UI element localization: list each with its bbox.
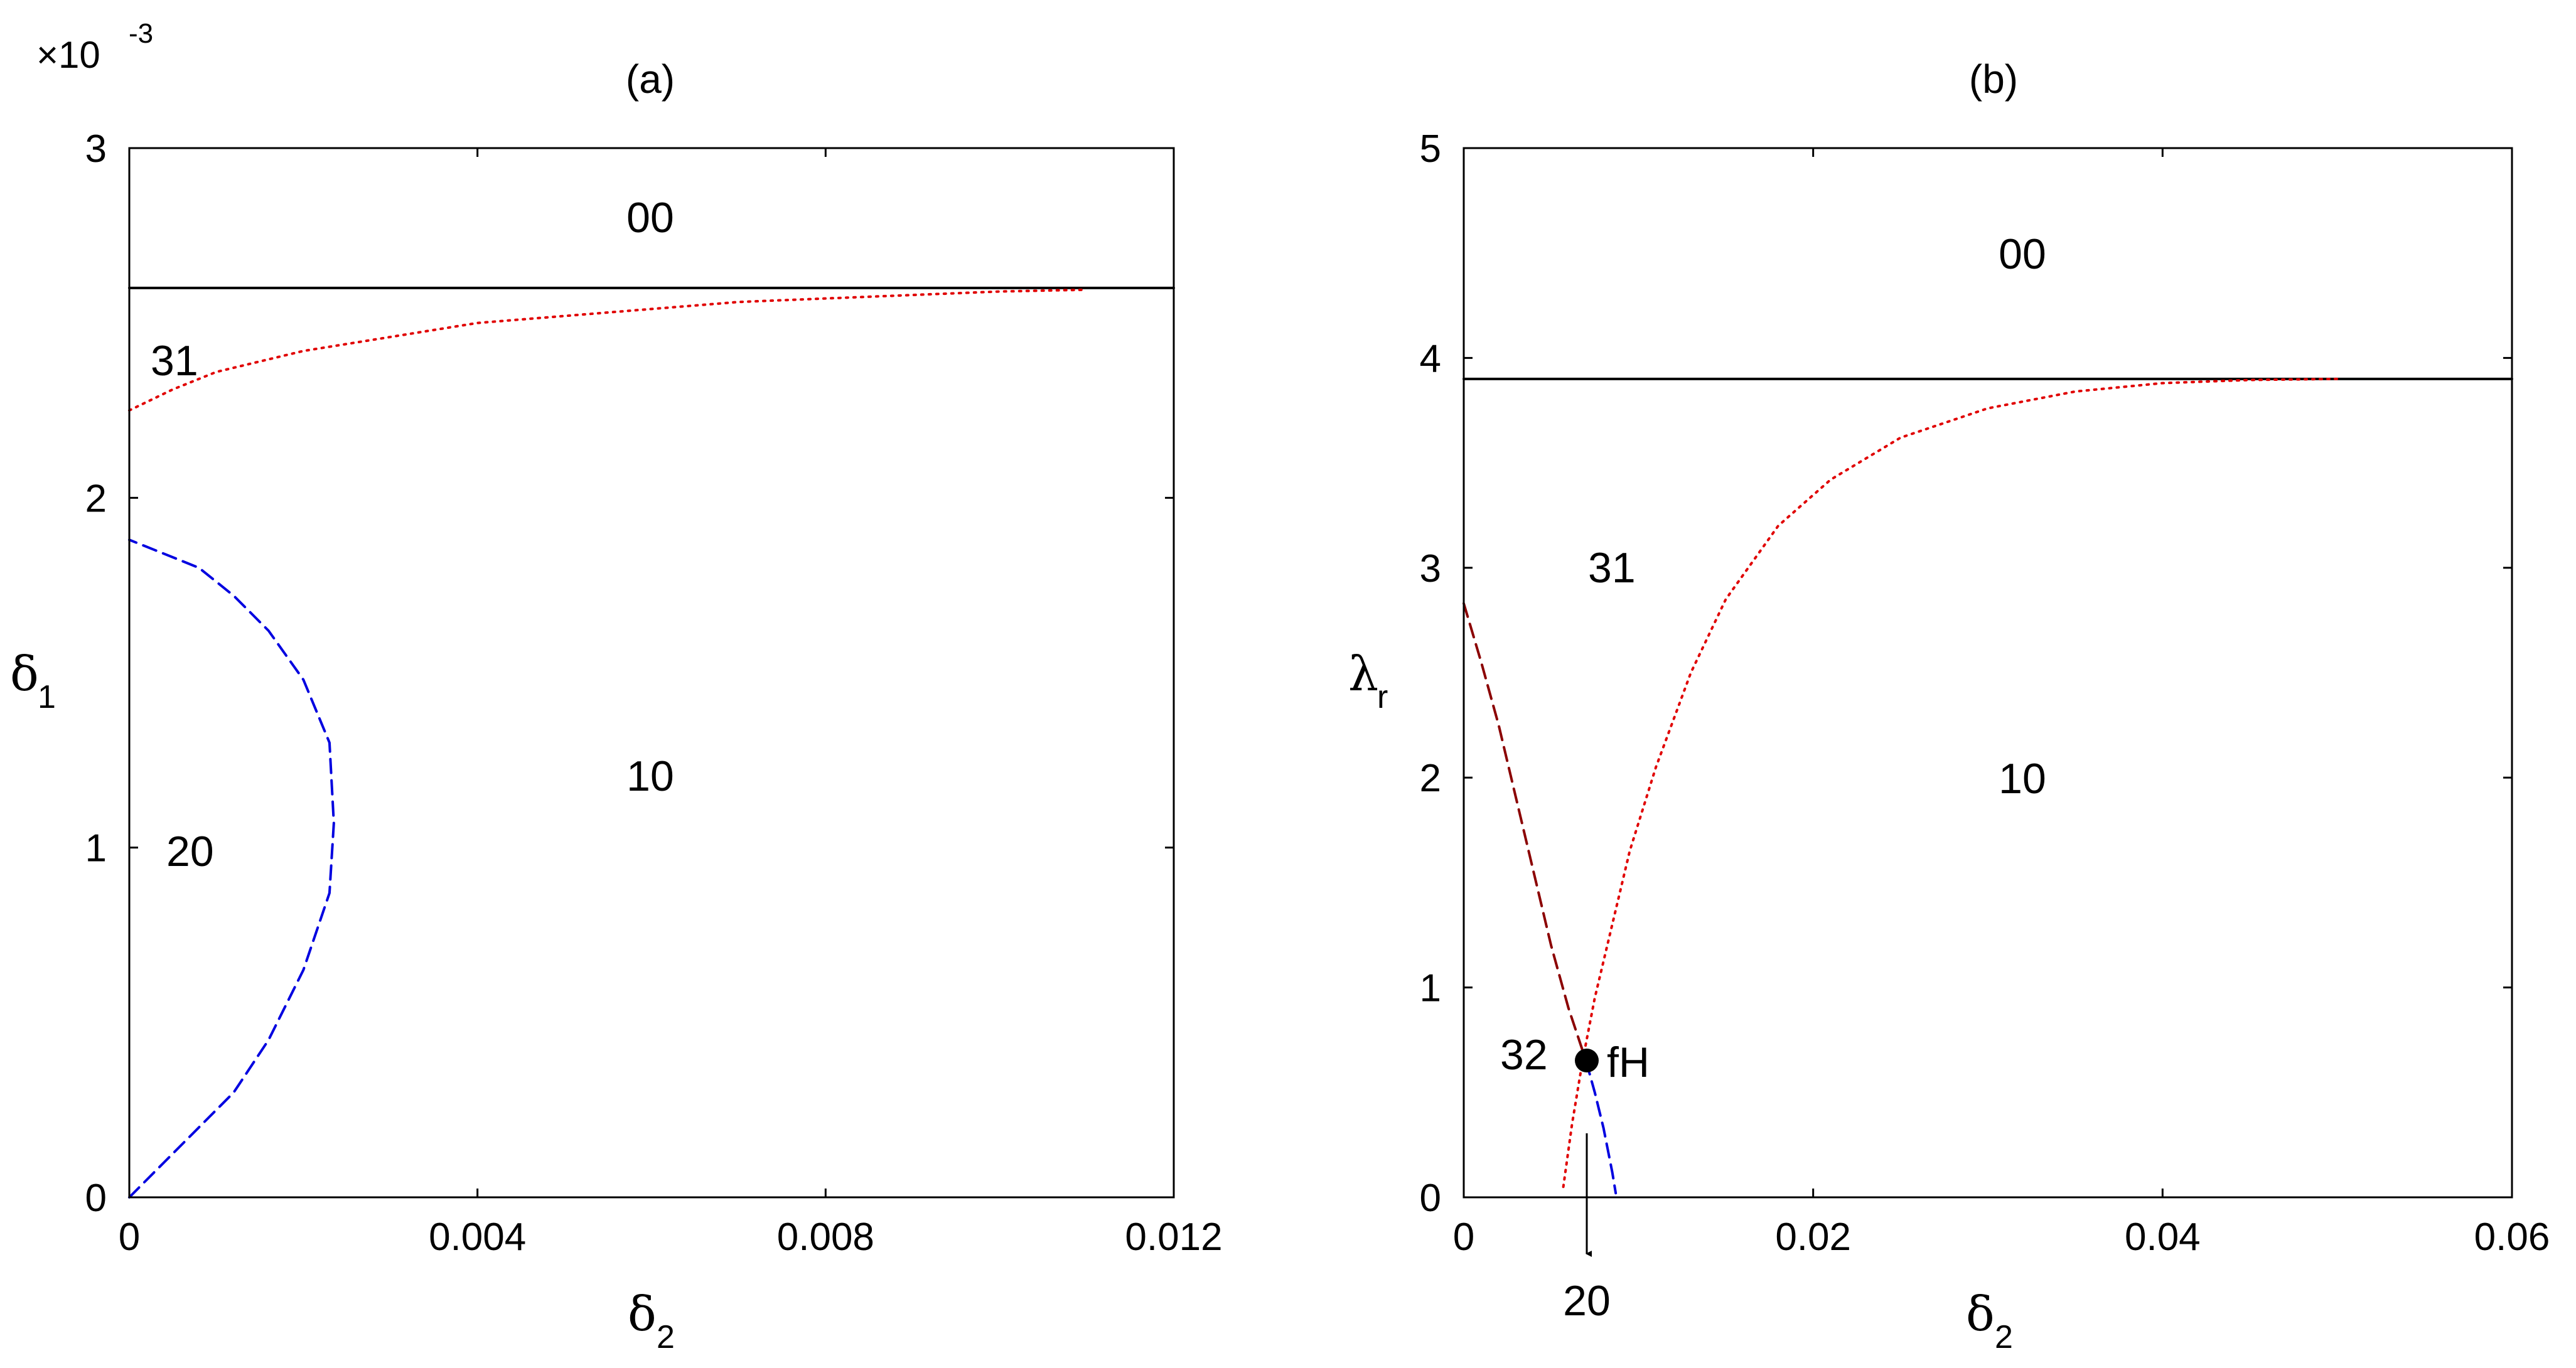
panel-b-x-tick-label: 0.06	[2474, 1216, 2550, 1259]
panel-b-ylabel-sub: r	[1377, 679, 1388, 715]
panel-b-frame	[1462, 147, 2513, 1199]
panel-a-frame	[128, 147, 1175, 1199]
panel-a-x-tick-label: 0.008	[777, 1216, 874, 1259]
panel-a-region-label-10: 10	[626, 752, 674, 800]
panel-b-xlabel: δ	[1966, 1286, 1995, 1342]
panel-a-x-tick-label: 0	[119, 1216, 140, 1259]
panel-a-region-label-00: 00	[626, 194, 674, 242]
panel-b-series-dashed-2	[1462, 602, 1587, 1062]
panel-b-title: (b)	[1969, 56, 2018, 102]
panel-a-y-tick-label: 0	[85, 1177, 107, 1220]
panel-a-x-tick-label: 0.012	[1125, 1216, 1222, 1259]
panel-b-y-tick-label: 5	[1420, 127, 1441, 171]
panel-b-x-axis-label: δ 2	[1966, 1286, 2013, 1355]
panel-b-fH-point	[1575, 1049, 1599, 1072]
panel-b-y-tick-label: 0	[1420, 1177, 1441, 1220]
panel-b-x-tick-label: 0.02	[1775, 1216, 1851, 1259]
panel-b-region-label-31: 31	[1588, 544, 1636, 592]
panel-a-x-tick-label: 0.004	[429, 1216, 526, 1259]
panel-a-region-label-31: 31	[151, 337, 198, 385]
panel-a-series-dashed-2	[128, 538, 335, 1199]
panel-b-x-tick-label: 0	[1453, 1216, 1474, 1259]
panel-a-y-tick-label: 1	[85, 827, 107, 870]
panel-a-series	[128, 286, 1175, 1199]
panel-b-series-dotted-1	[1562, 377, 2339, 1189]
panel-b-y-tick-label: 4	[1420, 337, 1441, 380]
panel-b-xlabel-sub: 2	[1995, 1319, 2013, 1355]
panel-b-region-label-10: 10	[1999, 755, 2046, 803]
panel-a-ylabel-sub: 1	[38, 679, 56, 715]
panel-a-y-tick-label: 2	[85, 477, 107, 520]
panel-b-y-axis-label: λ r	[1348, 646, 1388, 715]
panel-b: (b) 0 0.02 0.04 0.06 0 1 2 3 4 5 δ 2 λ r 00 31 10…	[1348, 56, 2550, 1355]
panel-b-region-label-00: 00	[1999, 230, 2046, 278]
panel-b-series-dashed-3	[1584, 1059, 1618, 1195]
panel-a-xlabel: δ	[628, 1286, 657, 1342]
panel-b-arrow-label: 20	[1563, 1277, 1611, 1325]
panel-a-y-tick-label: 3	[85, 127, 107, 171]
panel-b-y-tick-label: 1	[1420, 967, 1441, 1010]
panel-b-y-tick-label: 3	[1420, 547, 1441, 590]
panel-a-ticks: 0 0.004 0.008 0.012 0 1 2 3	[85, 127, 1223, 1259]
panel-b-y-tick-label: 2	[1420, 757, 1441, 800]
panel-b-x-tick-label: 0.04	[2125, 1216, 2201, 1259]
panel-b-fH-label: fH	[1607, 1039, 1650, 1086]
panel-a-series-dotted-1	[128, 288, 1088, 412]
panel-a-multiplier-base: ×10	[36, 34, 100, 76]
panel-b-ylabel: λ	[1348, 646, 1378, 702]
panel-a-ylabel: δ	[10, 646, 39, 702]
panel-a-xlabel-sub: 2	[657, 1319, 675, 1355]
panel-a-y-axis-label: δ 1	[10, 646, 56, 715]
panel-a-x-axis-label: δ 2	[628, 1286, 675, 1355]
panel-a-title: (a)	[626, 56, 675, 102]
panel-b-region-label-32: 32	[1500, 1031, 1548, 1079]
panel-b-series	[1462, 377, 2513, 1195]
panel-a-region-label-20: 20	[166, 828, 214, 875]
panel-a-multiplier-exp: -3	[129, 18, 153, 49]
panel-a-y-multiplier: ×10 -3	[36, 18, 153, 76]
panel-b-ticks: 0 0.02 0.04 0.06 0 1 2 3 4 5	[1420, 127, 2550, 1259]
